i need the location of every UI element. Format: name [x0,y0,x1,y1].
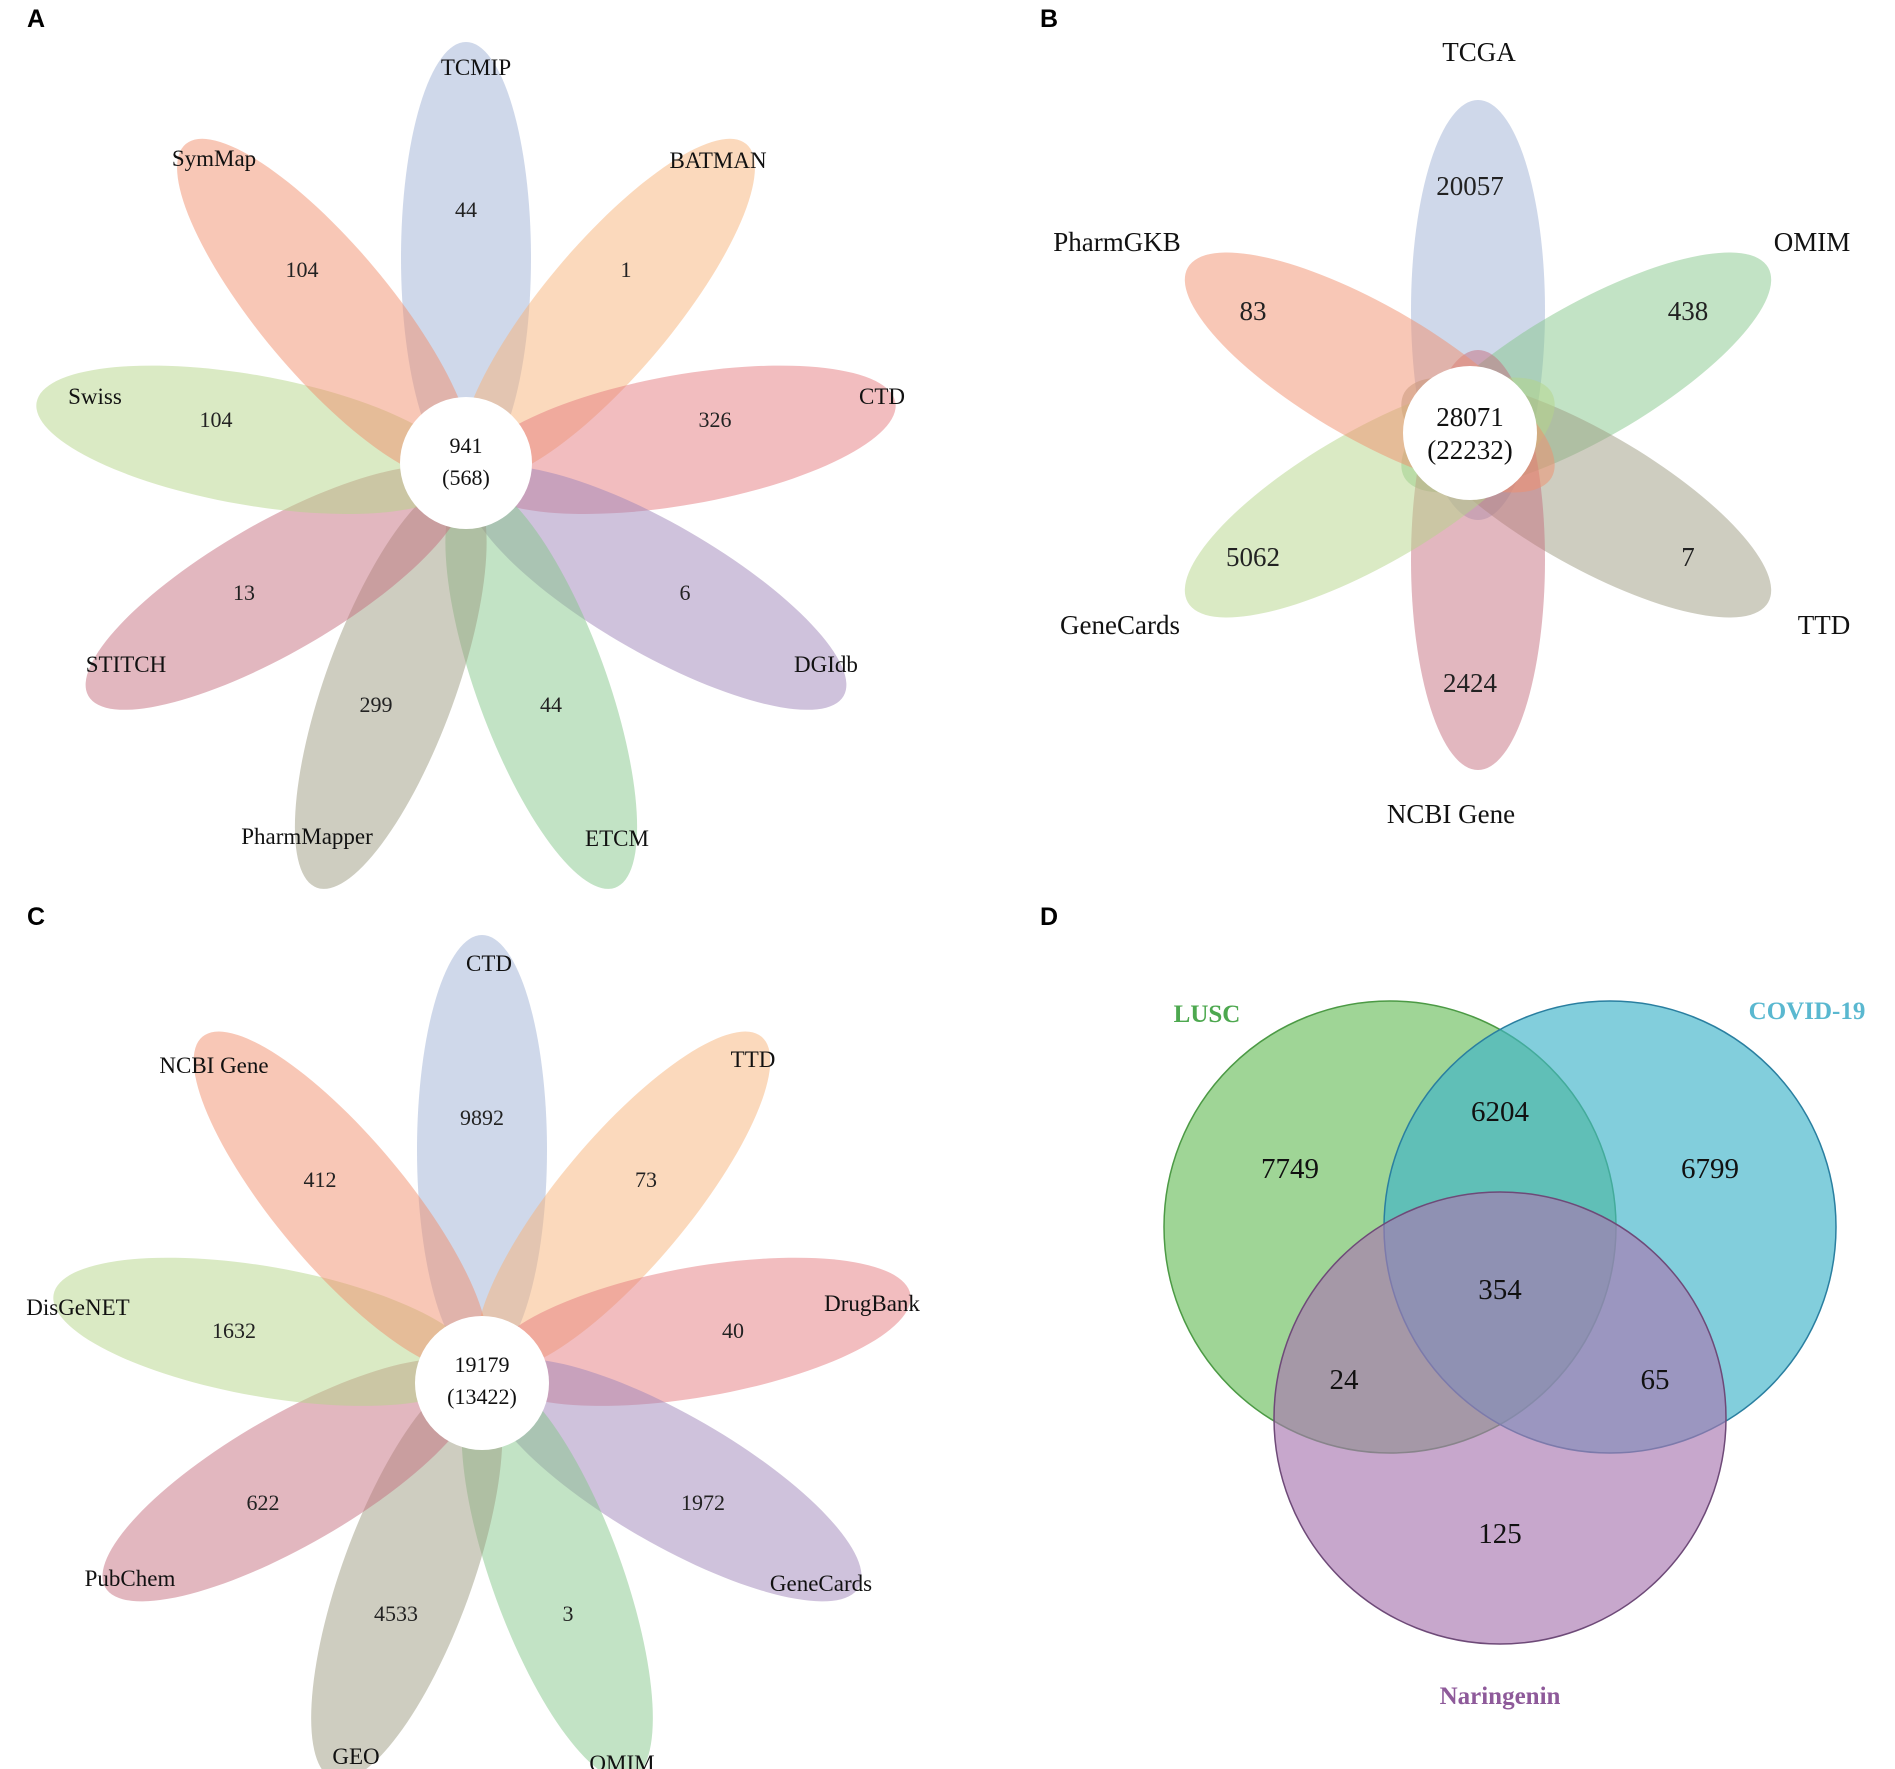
label-ncbi-gene: NCBI Gene [1387,799,1515,829]
count-all-three: 354 [1478,1274,1522,1306]
petal-drugbank [486,1257,911,1406]
panel-b-center-sub: (22232) [1427,435,1512,465]
petal-dgidb [466,466,847,710]
count-lusc-only: 7749 [1261,1153,1319,1185]
count-tcmip: 44 [455,197,477,222]
petal-ncbi-gene [193,1031,488,1372]
label-ncbi-gene: NCBI Gene [159,1053,268,1078]
label-pubchem: PubChem [85,1566,176,1591]
count-covid-only: 6799 [1681,1153,1739,1185]
count-geo: 4533 [374,1601,418,1626]
petal-batman [459,138,755,481]
label-genecards: GeneCards [1060,610,1180,640]
count-swiss: 104 [200,407,233,432]
count-ncbi-gene: 2424 [1443,668,1498,698]
label-symmap: SymMap [172,146,256,171]
panel-a-letter: A [27,5,45,33]
label-tcga: TCGA [1442,37,1516,67]
panel-c-petals [53,935,911,1769]
panel-b: B 28071 (22232) 20057 438 7 2424 5062 83… [1040,5,1850,829]
count-omim: 3 [563,1601,574,1626]
circle-naringenin [1273,1191,1727,1645]
count-stitch: 13 [233,580,255,605]
count-ttd: 7 [1681,542,1695,572]
panel-a-center-circle [400,397,532,529]
label-drugbank: DrugBank [824,1291,920,1316]
panel-b-center-total: 28071 [1436,402,1504,432]
count-ctd: 326 [699,407,732,432]
count-lusc-naringenin: 24 [1330,1364,1360,1396]
count-genecards: 1972 [681,1490,725,1515]
count-tcga: 20057 [1436,171,1504,201]
count-pharmmapper: 299 [360,692,393,717]
panel-a-petals [36,42,896,889]
label-ctd: CTD [859,384,905,409]
panel-c: C 19179 (13422) 9892 73 40 1972 3 4533 6… [26,903,920,1769]
panel-a: A 941 (568) 44 1 326 6 44 299 13 104 104… [27,5,905,889]
panel-c-center-total: 19179 [455,1352,510,1377]
petal-omim [461,1373,653,1769]
count-naringenin-only: 125 [1478,1518,1522,1550]
label-pharmmapper: PharmMapper [241,824,373,849]
count-etcm: 44 [540,692,562,717]
panel-b-center-circle [1403,366,1537,500]
label-swiss: Swiss [68,384,122,409]
label-ttd: TTD [731,1047,776,1072]
count-omim: 438 [1668,296,1709,326]
label-naringenin: Naringenin [1440,1683,1561,1710]
label-omim: OMIM [589,1751,654,1769]
petal-etcm [445,480,638,889]
label-lusc: LUSC [1174,1001,1241,1028]
petal-stitch [85,466,466,710]
panel-d: D LUSC COVID-19 Naringenin 7749 6204 679… [1040,903,1865,1710]
petal-geo [311,1373,503,1769]
petal-pubchem [102,1358,481,1602]
label-omim: OMIM [1774,227,1851,257]
count-dgidb: 6 [680,580,691,605]
panel-d-circles [1163,1000,1837,1645]
petal-genecards [483,1358,862,1602]
count-batman: 1 [621,257,632,282]
petal-ctd [469,365,896,514]
count-genecards: 5062 [1226,542,1280,572]
count-disgenet: 1632 [212,1318,256,1343]
count-covid-naringenin: 65 [1641,1364,1670,1396]
label-ctd: CTD [466,951,512,976]
label-etcm: ETCM [585,826,649,851]
panel-a-center-total: 941 [450,433,483,458]
panel-c-center-circle [415,1316,549,1450]
count-ncbi-gene: 412 [304,1167,337,1192]
count-lusc-covid: 6204 [1471,1096,1530,1128]
label-geo: GEO [332,1744,379,1769]
panel-c-letter: C [27,903,45,931]
petal-pharmmapper [294,480,487,889]
label-genecards: GeneCards [770,1571,872,1596]
panel-a-center-sub: (568) [442,465,490,490]
count-drugbank: 40 [722,1318,744,1343]
panel-c-center-sub: (13422) [447,1384,517,1409]
petal-symmap [177,138,473,481]
label-ttd: TTD [1798,610,1850,640]
count-pubchem: 622 [247,1490,280,1515]
panel-d-letter: D [1040,903,1058,931]
petal-ttd [476,1031,771,1372]
count-symmap: 104 [286,257,319,282]
panel-b-letter: B [1040,5,1058,33]
count-ctd: 9892 [460,1105,504,1130]
label-pharmgkb: PharmGKB [1053,227,1181,257]
label-tcmip: TCMIP [441,55,511,80]
count-pharmgkb: 83 [1240,296,1267,326]
label-dgidb: DGIdb [794,652,858,677]
label-batman: BATMAN [669,148,767,173]
label-covid-19: COVID-19 [1749,998,1866,1025]
count-ttd: 73 [635,1167,657,1192]
label-disgenet: DisGeNET [26,1295,129,1320]
label-stitch: STITCH [86,652,167,677]
